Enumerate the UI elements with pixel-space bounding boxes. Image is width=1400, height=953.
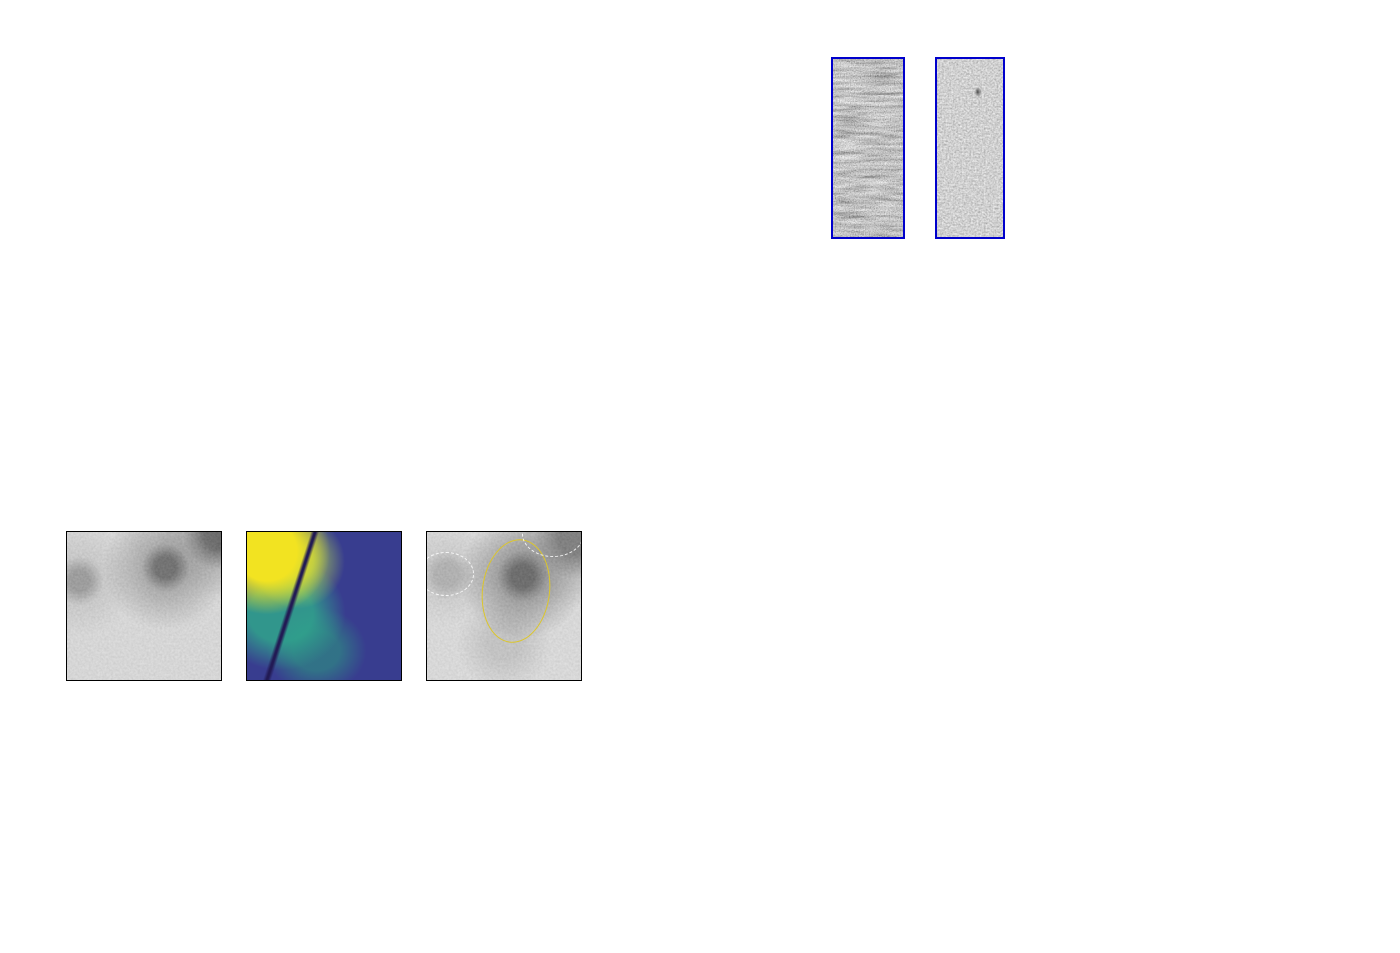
full-spectrum-plot — [85, 340, 1310, 454]
fiber-positions-map — [66, 531, 222, 681]
line-fit-zoom-plot — [1045, 52, 1325, 237]
withsky-image — [831, 57, 905, 239]
report-timestamp — [1288, 4, 1335, 49]
kpno-catalog-ellipse-left — [427, 552, 474, 596]
kpno-image-map — [426, 531, 582, 681]
emission-line-labels — [85, 268, 1310, 346]
lineflux-map — [246, 531, 402, 681]
clean-image — [935, 57, 1005, 239]
spacer — [1319, 19, 1335, 34]
clean-dark-spot — [973, 87, 982, 98]
